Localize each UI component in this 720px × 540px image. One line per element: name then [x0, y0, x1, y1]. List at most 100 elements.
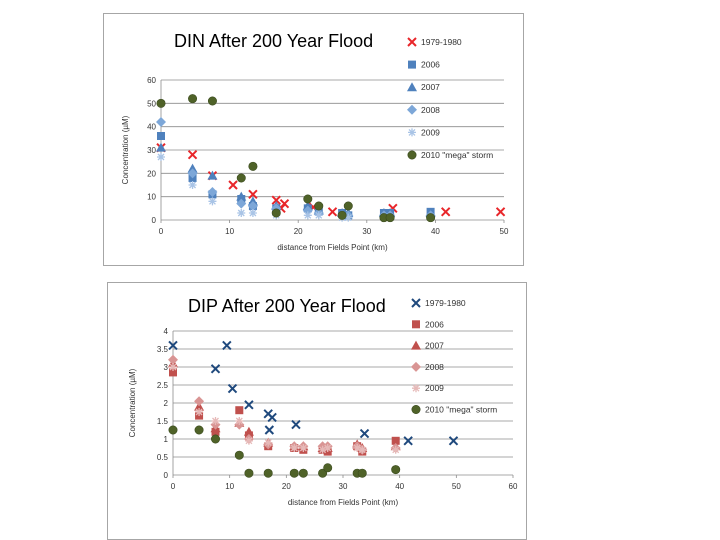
- data-point: [237, 209, 246, 217]
- y-tick-label: 0: [152, 216, 157, 225]
- data-point: [195, 408, 204, 416]
- data-point: [314, 201, 324, 211]
- data-point: [289, 468, 299, 478]
- data-point: [357, 468, 367, 478]
- y-tick-label: 3: [164, 363, 169, 372]
- legend-marker: [407, 37, 417, 47]
- data-point: [359, 428, 370, 439]
- legend-label: 1979-1980: [421, 37, 462, 47]
- data-point: [314, 211, 323, 220]
- data-point: [247, 201, 258, 211]
- y-tick-label: 0.5: [157, 453, 169, 462]
- data-point: [211, 417, 220, 425]
- data-point: [247, 196, 258, 206]
- data-point: [327, 207, 338, 217]
- y-tick-label: 60: [147, 76, 156, 85]
- data-point: [207, 187, 218, 197]
- data-point: [244, 468, 254, 478]
- legend-label: 2008: [425, 362, 444, 372]
- x-axis-label: distance from Fields Point (km): [277, 243, 388, 252]
- data-point: [243, 426, 254, 436]
- data-point: [187, 168, 198, 179]
- data-point: [426, 213, 436, 223]
- y-tick-label: 40: [147, 123, 156, 132]
- data-point: [303, 194, 313, 204]
- x-tick-label: 10: [225, 482, 234, 491]
- data-point: [188, 94, 198, 104]
- data-point: [318, 445, 327, 454]
- data-point: [227, 383, 238, 394]
- legend-marker: [407, 150, 417, 160]
- data-point: [169, 368, 177, 377]
- data-point: [157, 132, 165, 140]
- data-point: [244, 436, 253, 445]
- data-point: [168, 340, 178, 351]
- data-point: [236, 173, 246, 183]
- din-chart-panel: DIN After 200 Year Flood 0 10 20 30 40 50 60 0 10…: [103, 13, 524, 266]
- data-point: [302, 201, 313, 210]
- data-point: [157, 153, 165, 161]
- data-point: [194, 396, 205, 407]
- din-chart: DIN After 200 Year Flood 0 10 20 30 40 50 60 0 10…: [121, 31, 509, 252]
- data-point: [290, 444, 299, 452]
- y-tick-label: 0: [164, 471, 169, 480]
- data-point: [228, 180, 238, 190]
- data-point: [248, 189, 258, 200]
- series-2010-mega-storm: [156, 94, 436, 223]
- legend-label: 2008: [421, 105, 440, 115]
- x-tick-label: 40: [431, 227, 440, 236]
- y-tick-label: 50: [147, 99, 156, 108]
- legend-marker: [407, 104, 417, 115]
- data-point: [279, 198, 290, 209]
- series-2009: [169, 363, 400, 454]
- y-tick-label: 2: [164, 399, 169, 408]
- data-point: [264, 425, 275, 435]
- data-point: [168, 354, 178, 365]
- data-point: [385, 213, 395, 223]
- data-point: [267, 412, 277, 423]
- data-point: [156, 117, 166, 127]
- series-2007: [156, 142, 436, 217]
- series-2006: [157, 132, 435, 220]
- data-point: [344, 213, 353, 222]
- legend-marker: [407, 82, 417, 92]
- data-point: [234, 450, 244, 460]
- x-tick-label: 20: [294, 227, 303, 236]
- data-point: [194, 425, 204, 435]
- y-axis-label: Concentration (µM): [121, 115, 130, 184]
- legend-marker: [408, 60, 416, 69]
- data-point: [208, 197, 217, 206]
- data-point: [236, 198, 247, 209]
- data-point: [156, 98, 166, 108]
- data-point: [271, 195, 281, 205]
- series-2008: [168, 354, 401, 455]
- legend-label: 2010 "mega" storm: [425, 405, 497, 415]
- data-point: [211, 434, 221, 444]
- x-tick-label: 30: [362, 227, 371, 236]
- data-point: [391, 465, 401, 475]
- legend-marker: [411, 361, 421, 372]
- series-2007: [168, 358, 401, 452]
- x-tick-label: 60: [509, 482, 518, 491]
- x-tick-label: 50: [452, 482, 461, 491]
- series-1979-1980: [168, 340, 459, 446]
- y-tick-label: 1: [164, 435, 169, 444]
- data-point: [323, 444, 332, 452]
- y-tick-label: 1.5: [157, 417, 169, 426]
- y-tick-label: 30: [147, 146, 156, 155]
- legend-label: 1979-1980: [425, 298, 466, 308]
- dip-chart-panel: DIP After 200 Year Flood 0 0.5 1 1.5 2 2.5 3 3.5…: [107, 282, 527, 540]
- data-point: [263, 468, 273, 478]
- y-tick-label: 2.5: [157, 381, 169, 390]
- data-point: [391, 436, 400, 445]
- data-point: [391, 445, 400, 454]
- legend-marker: [412, 384, 420, 393]
- data-point: [169, 363, 177, 371]
- legend-label: 2007: [421, 82, 440, 92]
- data-point: [303, 211, 312, 220]
- data-point: [403, 436, 413, 446]
- data-point: [207, 170, 218, 180]
- data-point: [440, 207, 451, 217]
- legend-label: 2006: [421, 60, 440, 70]
- data-point: [248, 209, 257, 217]
